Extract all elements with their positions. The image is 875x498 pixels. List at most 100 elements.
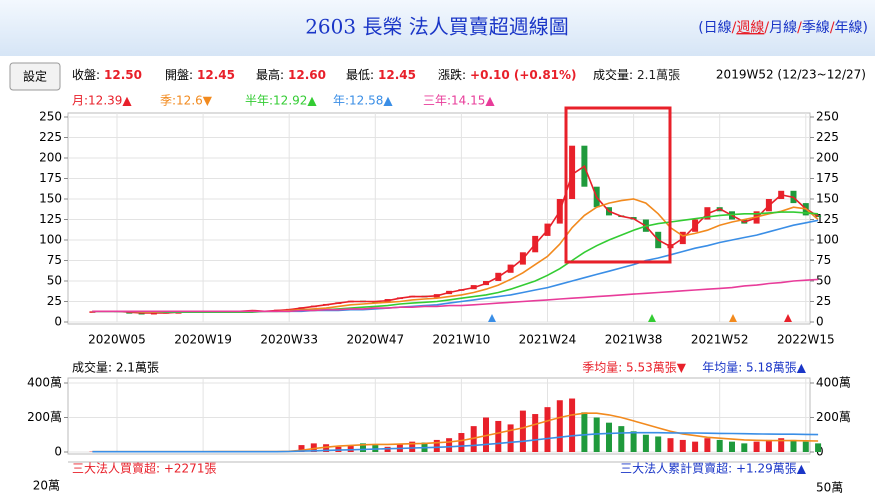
legend-entry: 三年:14.15▲ bbox=[423, 94, 495, 108]
volume-bar bbox=[741, 443, 748, 452]
volume-bar bbox=[679, 439, 686, 452]
x-tick-label: 2021W52 bbox=[691, 333, 749, 347]
y-tick-label: 0 bbox=[54, 445, 62, 459]
volume-bar bbox=[458, 433, 465, 452]
link-sep: / bbox=[797, 20, 802, 36]
y2-tick-label: 225 bbox=[816, 130, 839, 144]
candle bbox=[569, 145, 576, 199]
volume-bar bbox=[667, 438, 674, 452]
volume-bar bbox=[765, 439, 772, 452]
y-tick-label: 100 bbox=[39, 233, 62, 247]
period-link[interactable]: 月線 bbox=[769, 20, 797, 36]
y-tick-label: 25 bbox=[47, 294, 62, 308]
period-link[interactable]: 年線 bbox=[835, 20, 863, 36]
volume-bar bbox=[815, 443, 822, 452]
y-tick-label: 175 bbox=[39, 171, 62, 185]
price-frame bbox=[67, 112, 811, 325]
volume-bar bbox=[790, 439, 797, 452]
y-tick-label: 125 bbox=[39, 212, 62, 226]
volume-bar bbox=[704, 438, 711, 452]
y2-tick-label: 125 bbox=[816, 212, 839, 226]
y-tick-label: 150 bbox=[39, 192, 62, 206]
average-line bbox=[92, 219, 819, 313]
volume-bar bbox=[618, 426, 625, 452]
x-tick-label: 2020W19 bbox=[174, 333, 232, 347]
volume-bar bbox=[802, 441, 809, 452]
legend-entry: 半年:12.92▲ bbox=[245, 94, 317, 108]
y2-tick-label: 25 bbox=[816, 294, 831, 308]
legend-entry: 月:12.39▲ bbox=[72, 94, 132, 108]
signal-marker bbox=[648, 314, 656, 322]
lower-left-label: 20萬 bbox=[33, 479, 60, 493]
y-tick-label: 200萬 bbox=[27, 410, 62, 424]
quote-value: 2.1萬張 bbox=[637, 68, 680, 82]
x-tick-label: 2020W33 bbox=[260, 333, 318, 347]
legend-entry: 季均量: 5.53萬張▼ bbox=[582, 361, 687, 375]
y2-tick-label: 200萬 bbox=[816, 410, 851, 424]
candle bbox=[815, 215, 822, 218]
y-tick-label: 0 bbox=[54, 315, 62, 329]
y2-tick-label: 75 bbox=[816, 253, 831, 267]
x-tick-label: 2020W47 bbox=[346, 333, 404, 347]
volume-bar bbox=[630, 431, 637, 452]
volume-title: 成交量: 2.1萬張 bbox=[72, 360, 159, 375]
volume-bar bbox=[323, 444, 330, 452]
y-tick-label: 50 bbox=[47, 274, 62, 288]
period-links: (日線/週線/月線/季線/年線) bbox=[698, 20, 868, 36]
period-link[interactable]: 季線 bbox=[802, 20, 830, 36]
quote-value: 12.45 bbox=[378, 68, 416, 82]
volume-bar bbox=[642, 434, 649, 452]
volume-bar bbox=[753, 441, 760, 452]
page-title: 2603 長榮 法人買賣超週線圖 bbox=[305, 15, 569, 39]
y2-tick-label: 150 bbox=[816, 192, 839, 206]
y2-tick-label: 175 bbox=[816, 171, 839, 185]
signal-marker bbox=[784, 314, 792, 322]
quote-value: 12.45 bbox=[197, 68, 235, 82]
volume-bar bbox=[544, 407, 551, 452]
legend-entry: 季:12.6▼ bbox=[160, 94, 213, 108]
x-tick-label: 2020W05 bbox=[88, 333, 146, 347]
volume-bar bbox=[728, 441, 735, 452]
volume-bar bbox=[605, 422, 612, 452]
period-link[interactable]: 日線 bbox=[704, 20, 732, 36]
quote-item: 最低: 12.45 bbox=[346, 68, 416, 82]
quote-item: 收盤: 12.50 bbox=[72, 68, 142, 82]
quote-item: 成交量: 2.1萬張 bbox=[593, 67, 680, 82]
volume-bar bbox=[347, 445, 354, 452]
lower-title: 三大法人買賣超: +2271張 bbox=[72, 461, 216, 476]
signal-marker bbox=[729, 314, 737, 322]
volume-bar bbox=[310, 443, 317, 452]
volume-bar bbox=[593, 417, 600, 452]
period-link[interactable]: 週線 bbox=[736, 20, 764, 36]
quote-label: 漲跌: bbox=[438, 67, 466, 82]
highlight-box bbox=[564, 106, 672, 264]
y2-tick-label: 400萬 bbox=[816, 376, 851, 390]
legend-entry: 年均量: 5.18萬張▲ bbox=[702, 361, 807, 375]
x-tick-label: 2021W10 bbox=[433, 333, 491, 347]
volume-bar bbox=[581, 412, 588, 452]
volume-bar bbox=[532, 414, 539, 452]
settings-label[interactable]: 設定 bbox=[23, 69, 47, 84]
volume-bar bbox=[433, 439, 440, 452]
quote-label: 成交量: bbox=[593, 67, 633, 82]
quote-value: 12.50 bbox=[104, 68, 142, 82]
average-line bbox=[92, 278, 819, 313]
x-tick-label: 2022W15 bbox=[777, 333, 835, 347]
link-paren: ( bbox=[698, 20, 703, 36]
y-tick-label: 225 bbox=[39, 130, 62, 144]
quote-item: 漲跌: +0.10 (+0.81%) bbox=[438, 67, 577, 82]
volume-bar bbox=[692, 441, 699, 452]
quote-label: 最高: bbox=[256, 67, 284, 82]
y2-tick-label: 100 bbox=[816, 233, 839, 247]
volume-bar bbox=[519, 410, 526, 452]
y2-tick-label: 200 bbox=[816, 151, 839, 165]
volume-bar bbox=[298, 445, 305, 452]
y2-tick-label: 50 bbox=[816, 274, 831, 288]
volume-bar bbox=[778, 438, 785, 452]
y-tick-label: 250 bbox=[39, 110, 62, 124]
link-sep: / bbox=[732, 20, 737, 36]
quote-value: 12.60 bbox=[288, 68, 326, 82]
settings-button[interactable] bbox=[9, 62, 61, 91]
y2-tick-label: 250 bbox=[816, 110, 839, 124]
